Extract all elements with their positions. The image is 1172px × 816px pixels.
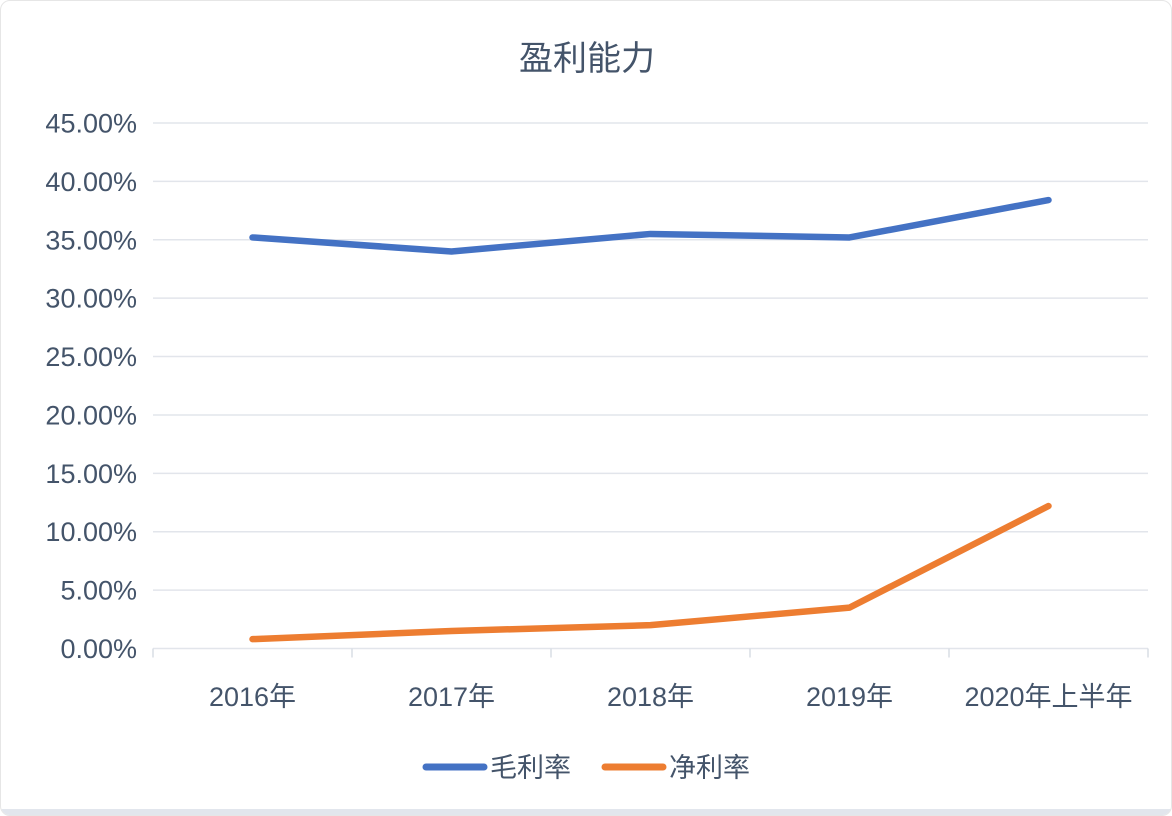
y-tick-label: 40.00%	[45, 167, 137, 197]
axis-ticks	[152, 648, 1149, 658]
y-tick-label: 15.00%	[45, 459, 137, 489]
y-tick-label: 30.00%	[45, 284, 137, 314]
x-tick-label: 2018年	[607, 682, 694, 712]
series-line-净利率	[249, 502, 1052, 643]
y-tick-label: 10.00%	[45, 517, 137, 547]
chart-title: 盈利能力	[519, 40, 655, 78]
legend-item-gross-margin: 毛利率	[422, 753, 571, 783]
legend-label-gross-margin: 毛利率	[490, 753, 571, 783]
y-tick-label: 0.00%	[60, 634, 137, 664]
legend-label-net-margin: 净利率	[669, 753, 750, 783]
gridlines	[153, 122, 1148, 650]
legend: 毛利率 净利率	[422, 753, 750, 783]
legend-item-net-margin: 净利率	[601, 753, 750, 783]
series-lines	[249, 196, 1052, 643]
series-line-毛利率	[249, 196, 1052, 255]
y-tick-label: 45.00%	[45, 109, 137, 139]
x-tick-label: 2019年	[806, 682, 893, 712]
x-axis-labels: 2016年 2017年 2018年 2019年 2020年上半年	[209, 682, 1133, 712]
y-tick-label: 25.00%	[45, 342, 137, 372]
x-tick-label: 2017年	[408, 682, 495, 712]
x-tick-label: 2016年	[209, 682, 296, 712]
y-axis-labels: 0.00% 5.00% 10.00% 15.00% 20.00% 25.00% 30.00%…	[45, 109, 137, 665]
x-tick-label: 2020年上半年	[964, 682, 1132, 712]
y-tick-label: 20.00%	[45, 400, 137, 430]
y-tick-label: 35.00%	[45, 225, 137, 255]
y-tick-label: 5.00%	[60, 576, 137, 606]
